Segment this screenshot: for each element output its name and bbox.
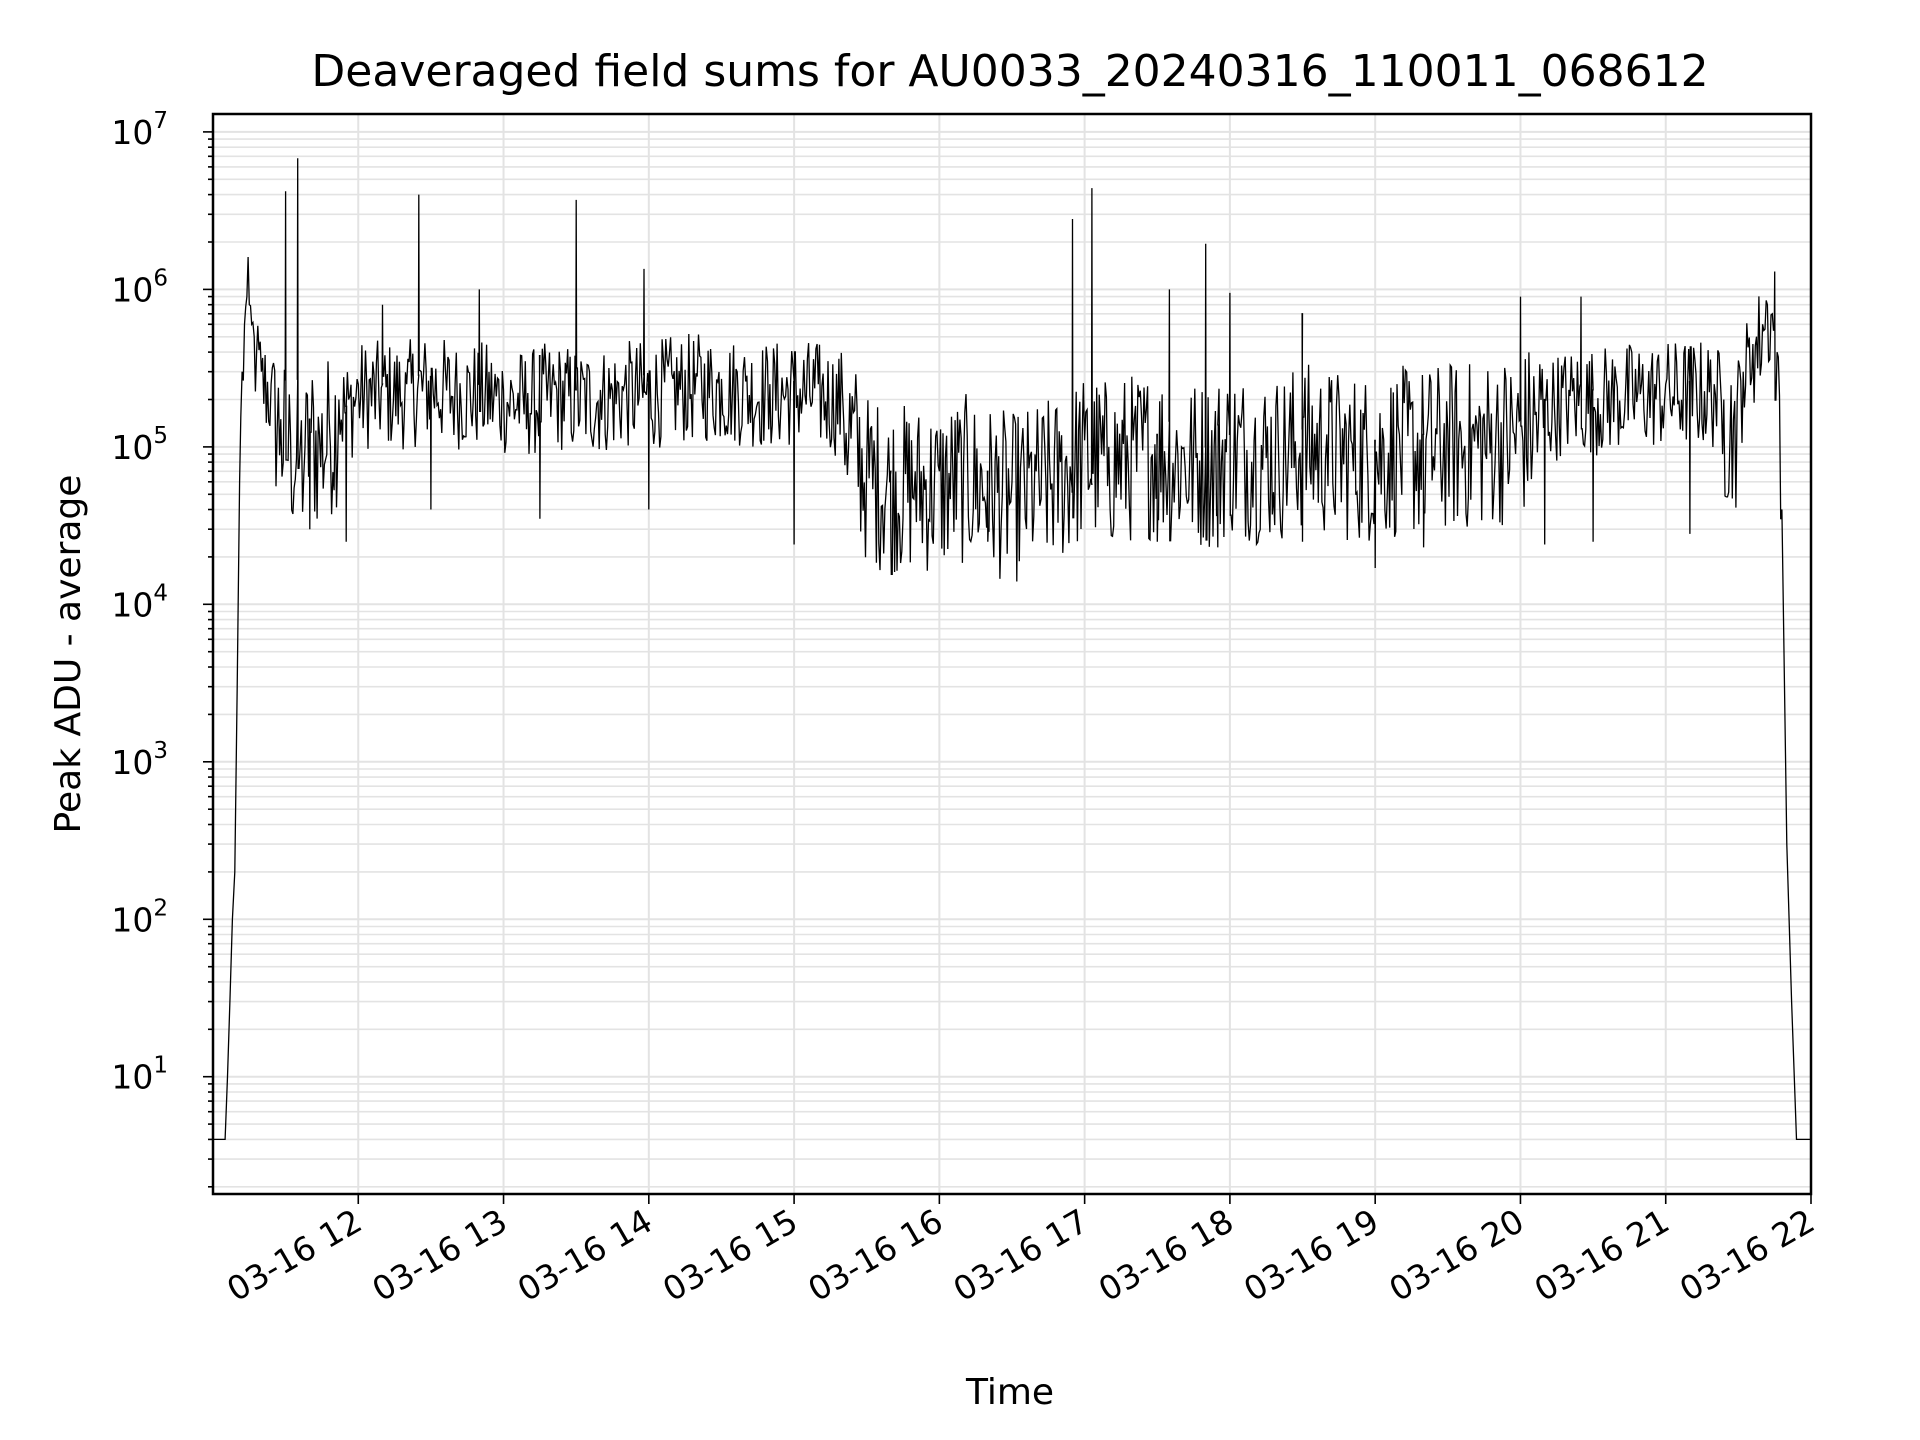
chart-title: Deaveraged field sums for AU0033_2024031… bbox=[311, 46, 1708, 97]
y-tick-label: 101 bbox=[111, 1053, 168, 1097]
series-line-group bbox=[213, 158, 1811, 1141]
y-axis-label: Peak ADU - average bbox=[48, 475, 89, 834]
y-tick-label: 107 bbox=[111, 108, 168, 152]
plot-frame bbox=[211, 112, 1813, 1196]
y-axis-ticks: 101 102 103 104 105 106 107 bbox=[111, 108, 213, 1188]
y-tick-label: 105 bbox=[111, 423, 168, 467]
y-tick-label: 104 bbox=[111, 580, 168, 624]
series-line bbox=[213, 158, 1811, 1141]
grid-lines bbox=[213, 114, 1812, 1194]
y-tick-label: 106 bbox=[111, 265, 168, 309]
y-tick-label: 102 bbox=[111, 895, 168, 939]
x-axis-label: Time bbox=[965, 1372, 1054, 1413]
y-tick-label: 103 bbox=[111, 738, 168, 782]
